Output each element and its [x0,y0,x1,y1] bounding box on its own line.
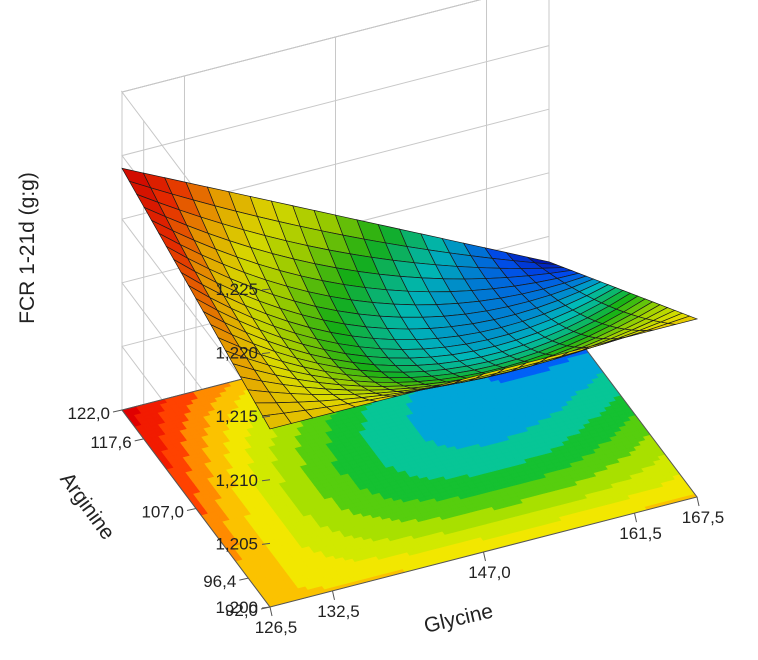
y-tick-label: 122,0 [67,404,110,423]
z-tick-mark [261,352,271,355]
y-tick-mark [260,606,271,610]
axis-ticks: 1,200 1,205 1,210 1,215 1,220 1,225 92,0 96,4 10… [67,280,724,637]
z-tick-mark [261,288,271,291]
y-tick-mark [112,409,123,413]
x-tick-mark [483,551,486,562]
x-tick-label: 161,5 [619,524,662,543]
x-tick-mark [634,512,638,523]
z-tick-mark [261,479,271,482]
z-tick-label: 1,225 [215,280,258,299]
surface-cell [668,315,699,325]
y-tick-mark [186,508,197,511]
x-tick-label: 126,5 [255,618,298,637]
x-axis-title: Glycine [422,600,495,638]
y-axis-title: Arginine [55,468,119,544]
z-tick-label: 1,220 [215,344,258,363]
x-tick-mark [269,606,273,617]
y-tick-mark [239,577,249,581]
x-tick-label: 147,0 [468,563,511,582]
y-tick-label: 92,0 [225,601,258,620]
response-surface [121,167,699,430]
z-tick-mark [261,542,271,545]
x-tick-label: 167,5 [682,508,725,527]
x-tick-label: 132,5 [317,602,360,621]
z-tick-label: 1,205 [215,534,258,553]
z-tick-mark [261,415,271,418]
z-tick-label: 1,215 [215,407,258,426]
y-tick-label: 107,0 [141,503,184,522]
z-axis-title: FCR 1-21d (g:g) [16,172,39,324]
z-tick-label: 1,210 [215,471,258,490]
x-tick-mark [331,590,335,601]
y-tick-mark [134,438,144,442]
y-tick-label: 96,4 [203,572,236,591]
x-tick-mark [696,496,700,507]
y-tick-label: 117,6 [90,433,131,452]
z-tick-label: 1,200 [215,598,258,617]
